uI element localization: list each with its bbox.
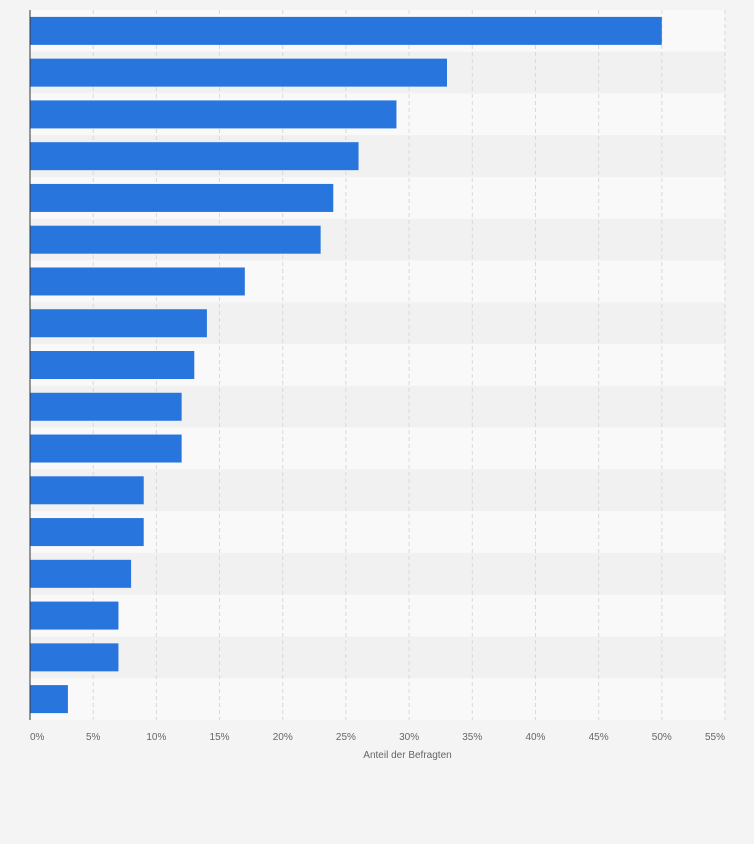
bar[interactable] — [30, 267, 245, 296]
bar[interactable] — [30, 392, 182, 421]
x-tick-label: 10% — [146, 732, 166, 743]
bar[interactable] — [30, 142, 359, 171]
x-tick-label: 50% — [652, 732, 672, 743]
bars — [30, 16, 662, 714]
x-tick-label: 55% — [705, 732, 725, 743]
x-tick-label: 40% — [525, 732, 545, 743]
bar[interactable] — [30, 559, 132, 588]
row-band — [30, 552, 725, 595]
bar[interactable] — [30, 58, 447, 87]
bar[interactable] — [30, 434, 182, 463]
x-tick-label: 15% — [210, 732, 230, 743]
bar[interactable] — [30, 225, 321, 254]
x-tick-label: 5% — [86, 732, 101, 743]
row-band — [30, 678, 725, 720]
bar[interactable] — [30, 685, 68, 714]
bar[interactable] — [30, 476, 144, 505]
row-band — [30, 511, 725, 553]
bar[interactable] — [30, 16, 662, 45]
x-tick-label: 35% — [462, 732, 482, 743]
bar[interactable] — [30, 601, 119, 630]
bar[interactable] — [30, 309, 207, 338]
x-tick-label: 0% — [30, 732, 45, 743]
bar[interactable] — [30, 100, 397, 129]
row-band — [30, 469, 725, 512]
x-tick-label: 25% — [336, 732, 356, 743]
x-tick-labels: 0% 5% 10% 15% 20% 25% 30% 35% 40% 45% 50% 55% — [30, 732, 725, 743]
bar[interactable] — [30, 351, 195, 379]
x-tick-label: 20% — [273, 732, 293, 743]
row-band — [30, 594, 725, 637]
x-tick-label: 45% — [589, 732, 609, 743]
x-axis-title: Anteil der Befragten — [363, 750, 451, 761]
x-tick-label: 30% — [399, 732, 419, 743]
bar[interactable] — [30, 518, 144, 547]
bar[interactable] — [30, 643, 119, 672]
row-band — [30, 636, 725, 679]
bar[interactable] — [30, 183, 334, 212]
